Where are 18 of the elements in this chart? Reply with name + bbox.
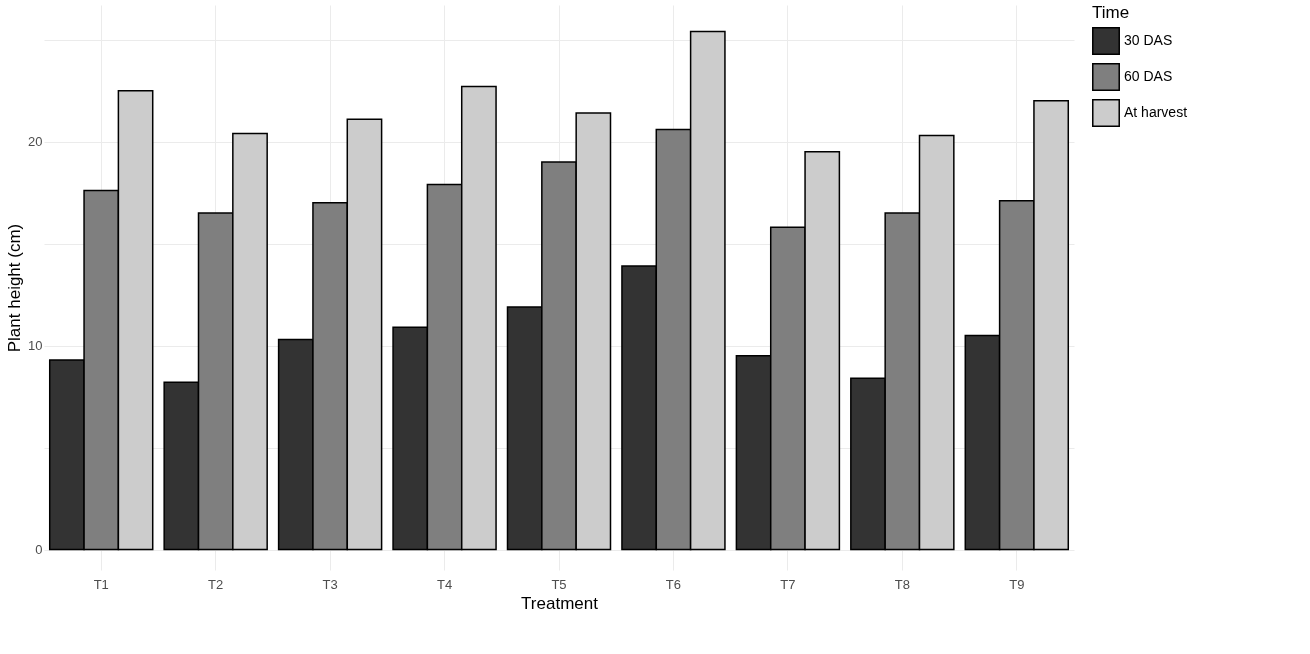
x-tick-label: T2 [208,576,224,592]
legend-label: 60 DAS [1124,68,1173,84]
x-tick-label: T7 [780,576,796,592]
x-axis-title: Treatment [521,593,599,613]
legend-label: 30 DAS [1124,32,1173,48]
x-tick-label: T1 [93,576,109,592]
x-tick-label: T6 [665,576,682,592]
x-tick-label: T8 [894,576,910,592]
y-tick-label: 0 [35,542,43,558]
x-tick-label: T5 [551,576,567,592]
y-tick-label: 10 [28,338,43,354]
x-tick-label: T9 [1009,576,1025,592]
legend-title: Time [1092,3,1130,22]
legend-label: At harvest [1124,104,1188,120]
x-tick-label: T3 [322,576,338,592]
y-tick-label: 20 [28,134,43,150]
x-tick-label: T4 [436,576,453,592]
y-axis-title: Plant height (cm) [5,223,25,353]
